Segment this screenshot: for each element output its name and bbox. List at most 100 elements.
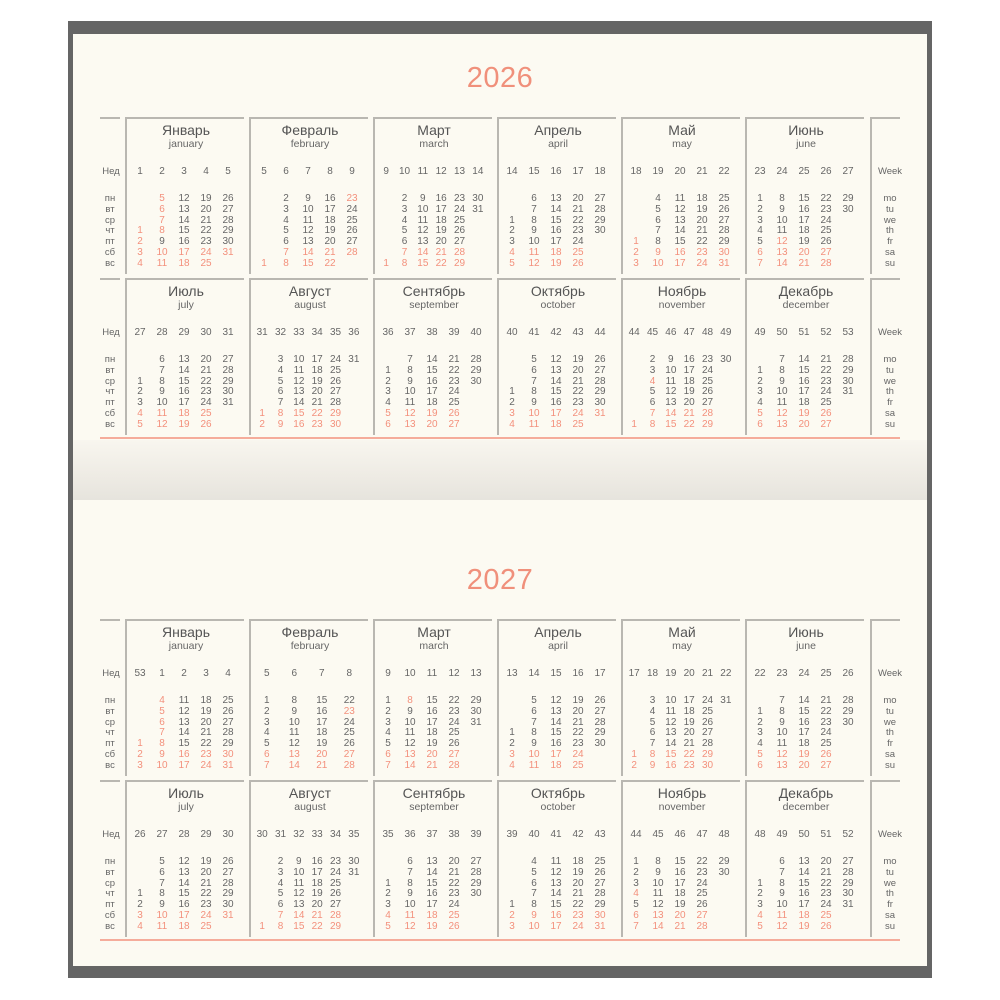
holiday-day: 31 — [222, 910, 234, 921]
day: 4 — [277, 364, 284, 376]
month-top-border — [621, 117, 740, 119]
holiday-day: 17 — [550, 920, 562, 932]
day: 20 — [324, 236, 336, 248]
day: 18 — [674, 888, 686, 900]
day: 6 — [283, 236, 289, 248]
holiday-day: 7 — [385, 759, 391, 771]
day: 4 — [385, 727, 391, 739]
day: 26 — [222, 856, 234, 867]
day: 15 — [798, 705, 810, 717]
month-name-en: june — [796, 640, 816, 652]
day: 2 — [277, 856, 284, 867]
day: 4 — [757, 225, 763, 237]
month-top-border — [125, 278, 244, 280]
day: 27 — [346, 236, 358, 248]
day: 31 — [222, 397, 234, 409]
week-number: 32 — [293, 829, 305, 840]
holiday-day: 7 — [649, 408, 656, 419]
day: 9 — [305, 193, 311, 204]
day: 19 — [200, 705, 212, 717]
month-left-border — [621, 780, 623, 937]
day: 26 — [329, 375, 342, 387]
holiday-day: 5 — [159, 193, 165, 204]
holiday-day: 11 — [528, 247, 540, 258]
day: 8 — [531, 899, 537, 911]
week-number: 26 — [134, 829, 146, 840]
day: 29 — [842, 877, 854, 889]
holiday-day: 18 — [426, 910, 438, 921]
holiday-day: 8 — [159, 738, 165, 750]
month-name-ru: Май — [668, 122, 696, 138]
day: 4 — [385, 397, 391, 409]
day: 7 — [159, 877, 165, 889]
day: 26 — [701, 716, 714, 728]
holiday-day: 10 — [156, 247, 168, 258]
week-number: 9 — [349, 166, 355, 177]
week-number: 33 — [311, 829, 323, 840]
weekday-label-ru: ср — [104, 877, 116, 889]
weekday-label-ru: ср — [104, 214, 116, 226]
holiday-day: 4 — [137, 408, 143, 419]
day: 21 — [200, 364, 212, 376]
holiday-day: 20 — [674, 910, 686, 921]
week-number: 40 — [528, 829, 540, 840]
holiday-day: 23 — [311, 418, 323, 430]
holiday-day: 1 — [259, 920, 265, 932]
holiday-day: 22 — [311, 408, 323, 419]
day: 7 — [779, 695, 785, 706]
month-left-border — [373, 117, 375, 274]
holiday-day: 5 — [159, 705, 165, 717]
day: 23 — [200, 236, 212, 248]
day: 14 — [798, 354, 810, 365]
month-top-border — [745, 619, 864, 621]
day: 13 — [293, 899, 305, 911]
day: 22 — [448, 364, 460, 376]
month-name-ru: Март — [417, 624, 451, 640]
week-number: 18 — [630, 166, 642, 177]
holiday-day: 2 — [633, 247, 639, 258]
month-name-en: october — [540, 299, 576, 311]
weekday-label-ru: сб — [104, 749, 116, 760]
day: 12 — [550, 695, 562, 706]
day: 30 — [842, 888, 854, 900]
holiday-day: 5 — [757, 920, 763, 932]
day: 29 — [222, 375, 234, 387]
day: 13 — [293, 386, 305, 398]
year-title: 2026 — [466, 62, 534, 94]
week-number: 24 — [798, 668, 810, 679]
week-number: 31 — [222, 327, 234, 338]
day: 5 — [633, 899, 639, 911]
month-name-en: april — [548, 640, 568, 652]
day: 19 — [683, 716, 695, 728]
day: 22 — [448, 695, 460, 706]
day: 11 — [178, 695, 190, 706]
day: 3 — [401, 203, 408, 215]
holiday-day: 10 — [528, 408, 540, 419]
day: 30 — [842, 375, 854, 387]
day: 12 — [665, 716, 677, 728]
month-name-ru: Июнь — [788, 624, 824, 640]
day: 28 — [222, 877, 234, 889]
day: 28 — [222, 364, 234, 376]
weekday-label-en: mo — [883, 856, 897, 867]
day: 24 — [820, 727, 832, 739]
holiday-day: 13 — [404, 418, 416, 430]
day: 12 — [550, 354, 562, 365]
week-number: 24 — [776, 166, 788, 177]
holiday-day: 30 — [701, 759, 714, 771]
holiday-day: 8 — [401, 257, 408, 269]
holiday-day: 29 — [701, 418, 714, 430]
day: 16 — [178, 236, 190, 248]
day: 13 — [302, 236, 314, 248]
month-top-border — [249, 780, 368, 782]
week-number: 40 — [470, 327, 482, 338]
day: 8 — [779, 193, 785, 204]
holiday-day: 14 — [652, 920, 664, 932]
holiday-day: 20 — [426, 749, 438, 760]
holiday-day: 5 — [385, 408, 391, 419]
holiday-day: 16 — [550, 910, 562, 921]
day: 6 — [531, 364, 537, 376]
day: 14 — [178, 364, 190, 376]
month-name-ru: Май — [668, 624, 696, 640]
day: 25 — [701, 375, 714, 387]
